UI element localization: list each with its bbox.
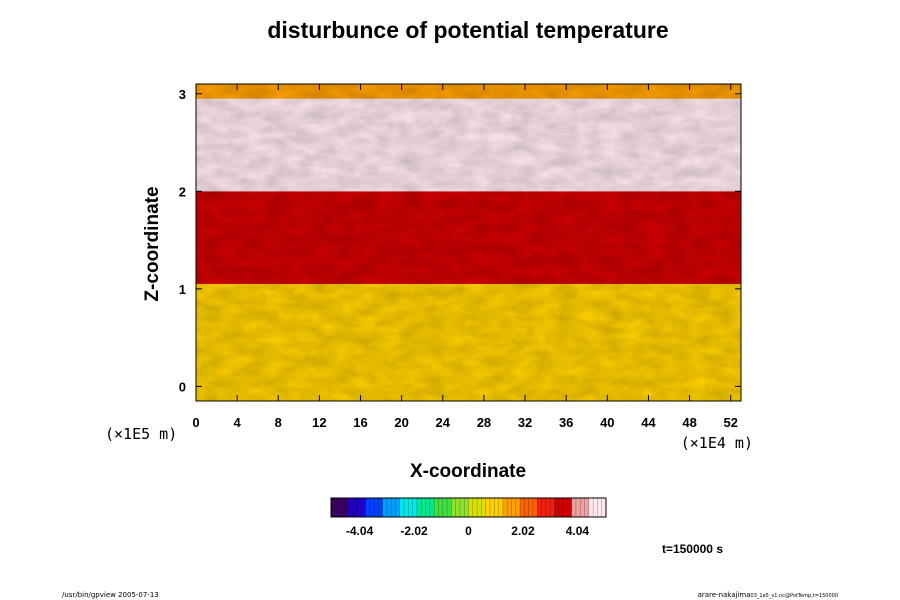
- x-tick-label-12: 48: [682, 415, 696, 430]
- x-tick-label-7: 28: [477, 415, 491, 430]
- footer-right-main: arare-nakajima: [698, 591, 751, 599]
- colorbar-segment-13: [554, 498, 573, 517]
- colorbar-segment-14: [571, 498, 590, 517]
- x-tick-label-1: 4: [234, 415, 242, 430]
- x-tick-label-2: 8: [275, 415, 282, 430]
- colorbar: [330, 497, 607, 518]
- x-tick-label-9: 36: [559, 415, 573, 430]
- colorbar-segment-12: [537, 498, 555, 517]
- colorbar-segment-4: [399, 498, 418, 517]
- x-tick-label-8: 32: [518, 415, 532, 430]
- colorbar-frame: [330, 497, 607, 518]
- y-axis-label: Z-coordinate: [142, 186, 163, 301]
- colorbar-segment-5: [416, 498, 435, 517]
- colorbar-tick-label-3: 2.02: [511, 524, 535, 538]
- x-tick-label-13: 52: [723, 415, 737, 430]
- plot-area: [196, 84, 741, 401]
- x-tick-label-11: 44: [641, 415, 656, 430]
- x-axis: 0 4 8 12 16 20 24 28 32 36 40 44 48 52: [192, 84, 738, 430]
- colorbar-ticks: -4.04 -2.02 0 2.02 4.04: [346, 524, 590, 538]
- colorbar-tick-label-0: -4.04: [346, 524, 374, 538]
- colorbar-segment-6: [434, 498, 452, 517]
- y-tick-label-1: 1: [179, 282, 186, 297]
- y-axis: 0 1 2 3: [179, 87, 741, 394]
- plot-frame: [195, 83, 742, 402]
- x-tick-label-4: 16: [353, 415, 367, 430]
- x-tick-label-6: 24: [436, 415, 451, 430]
- time-label: t=150000 s: [662, 542, 723, 556]
- x-unit-label: (×1E4 m): [681, 434, 753, 452]
- y-tick-label-0: 0: [179, 379, 186, 394]
- colorbar-segment-10: [502, 498, 521, 517]
- x-tick-label-10: 40: [600, 415, 614, 430]
- colorbar-segment-15: [588, 498, 607, 517]
- y-unit-label: (×1E5 m): [105, 425, 177, 443]
- footer-right: arare-nakajima03_1e5_v1.nc@PotTemp,t=150…: [698, 591, 838, 599]
- colorbar-tick-label-4: 4.04: [566, 524, 590, 538]
- y-tick-label-3: 3: [179, 87, 186, 102]
- x-tick-label-0: 0: [192, 415, 199, 430]
- colorbar-segment-0: [331, 498, 349, 517]
- x-tick-label-3: 12: [312, 415, 326, 430]
- colorbar-segment-1: [348, 498, 366, 517]
- heatmap-texture: [196, 84, 741, 401]
- footer-left: /usr/bin/gpview 2005-07-13: [62, 591, 159, 599]
- colorbar-segment-8: [468, 498, 487, 517]
- colorbar-segment-9: [485, 498, 504, 517]
- footer-right-sub: 03_1e5_v1.nc@PotTemp,t=150000: [751, 593, 838, 599]
- colorbar-segment-2: [365, 498, 384, 517]
- colorbar-tick-label-2: 0: [465, 524, 472, 538]
- x-axis-label: X-coordinate: [410, 461, 526, 482]
- x-tick-label-5: 20: [394, 415, 408, 430]
- colorbar-segment-11: [520, 498, 538, 517]
- colorbar-tick-label-1: -2.02: [400, 524, 428, 538]
- chart-title: disturbunce of potential temperature: [267, 17, 668, 43]
- colorbar-segment-7: [451, 498, 469, 517]
- colorbar-segment-3: [382, 498, 401, 517]
- y-tick-label-2: 2: [179, 184, 186, 199]
